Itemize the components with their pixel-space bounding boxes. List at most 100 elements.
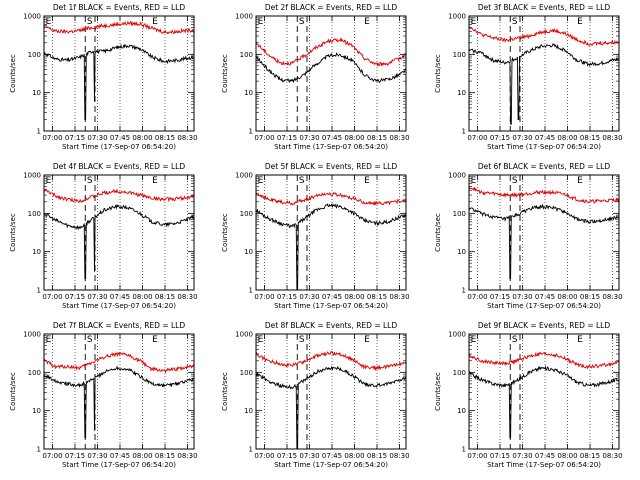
x-tick-label: 07:30 (299, 134, 319, 142)
y-tick-label: 1000 (235, 172, 253, 180)
x-tick-label: 07:00 (467, 452, 487, 460)
y-tick-label: 100 (28, 210, 41, 218)
marker-label-E: E (471, 176, 477, 186)
x-tick-label: 08:30 (389, 134, 409, 142)
x-tick-label: 08:15 (155, 293, 175, 301)
y-tick-label: 1 (462, 446, 466, 454)
series-line-lld (255, 37, 407, 67)
y-axis-label: Counts/sec (9, 213, 17, 252)
marker-label-E: E (577, 176, 583, 186)
x-tick-label: 08:00 (132, 452, 152, 460)
x-tick-label: 07:30 (299, 452, 319, 460)
x-tick-label: 08:15 (367, 134, 387, 142)
x-tick-label: 07:45 (535, 293, 555, 301)
series-line-lld (255, 351, 407, 372)
x-tick-label: 07:30 (87, 134, 107, 142)
x-tick-label: 07:45 (110, 452, 130, 460)
x-tick-label: 07:00 (467, 293, 487, 301)
x-tick-label: 07:00 (254, 452, 274, 460)
series-line-events (43, 43, 195, 120)
y-tick-label: 100 (28, 369, 41, 377)
series-line-lld (43, 351, 195, 374)
x-tick-label: 07:30 (512, 134, 532, 142)
x-tick-label: 07:00 (467, 134, 487, 142)
series-line-lld (468, 185, 620, 204)
marker-label-E: E (364, 335, 370, 345)
x-tick-label: 08:00 (132, 293, 152, 301)
x-tick-label: 08:15 (580, 293, 600, 301)
marker-label-E: E (46, 17, 52, 27)
marker-label-E: E (152, 335, 158, 345)
y-tick-label: 100 (240, 210, 253, 218)
panel-title: Det 9f BLACK = Events, RED = LLD (478, 321, 611, 330)
x-tick-label: 08:00 (557, 452, 577, 460)
x-tick-label: 07:15 (277, 134, 297, 142)
x-tick-label: 07:30 (87, 452, 107, 460)
plot-frame (468, 15, 620, 132)
x-tick-label: 07:45 (535, 452, 555, 460)
y-tick-label: 1 (37, 287, 41, 295)
y-axis-label: Counts/sec (221, 54, 229, 93)
y-tick-label: 10 (457, 89, 466, 97)
marker-label-S: S (299, 335, 305, 345)
marker-label-S: S (299, 17, 305, 27)
series-line-lld (255, 191, 407, 206)
y-tick-label: 1 (249, 446, 253, 454)
x-tick-label: 07:00 (254, 293, 274, 301)
marker-label-S: S (512, 176, 518, 186)
x-tick-label: 07:15 (490, 452, 510, 460)
x-axis-label: Start Time (17-Sep-07 06:54:20) (62, 143, 176, 151)
y-tick-label: 1 (249, 128, 253, 136)
x-tick-label: 08:00 (557, 134, 577, 142)
marker-label-E: E (258, 335, 264, 345)
y-tick-label: 1000 (235, 331, 253, 339)
x-axis-label: Start Time (17-Sep-07 06:54:20) (487, 143, 601, 151)
marker-label-E: E (471, 335, 477, 345)
y-tick-label: 1000 (448, 331, 466, 339)
x-tick-label: 07:45 (322, 293, 342, 301)
y-tick-label: 1 (462, 287, 466, 295)
x-tick-label: 08:00 (132, 134, 152, 142)
marker-label-E: E (152, 17, 158, 27)
plot-frame (468, 333, 620, 450)
x-tick-label: 08:15 (580, 452, 600, 460)
y-tick-label: 10 (457, 407, 466, 415)
x-tick-label: 07:15 (65, 134, 85, 142)
marker-label-S: S (512, 17, 518, 27)
y-tick-label: 10 (244, 407, 253, 415)
x-axis-label: Start Time (17-Sep-07 06:54:20) (274, 143, 388, 151)
plot-frame (468, 174, 620, 291)
y-tick-label: 1 (462, 128, 466, 136)
y-tick-label: 10 (32, 89, 41, 97)
x-tick-label: 07:00 (42, 134, 62, 142)
series-line-events (468, 364, 620, 438)
series-line-events (468, 203, 620, 279)
panel-title: Det 2f BLACK = Events, RED = LLD (265, 3, 398, 12)
panel-title: Det 1f BLACK = Events, RED = LLD (53, 3, 186, 12)
x-axis-label: Start Time (17-Sep-07 06:54:20) (274, 461, 388, 469)
x-tick-label: 08:15 (367, 293, 387, 301)
panel-title: Det 5f BLACK = Events, RED = LLD (265, 162, 398, 171)
y-axis-label: Counts/sec (9, 54, 17, 93)
marker-label-E: E (577, 335, 583, 345)
series-line-events (43, 365, 195, 438)
x-tick-label: 07:00 (42, 452, 62, 460)
panel-title: Det 4f BLACK = Events, RED = LLD (53, 162, 186, 171)
y-tick-label: 1 (37, 446, 41, 454)
y-tick-label: 100 (240, 369, 253, 377)
x-tick-label: 07:15 (490, 134, 510, 142)
x-tick-label: 07:30 (512, 293, 532, 301)
y-tick-label: 1000 (448, 13, 466, 21)
x-tick-label: 08:30 (177, 452, 197, 460)
y-tick-label: 100 (28, 51, 41, 59)
marker-label-S: S (87, 335, 93, 345)
x-tick-label: 08:00 (344, 134, 364, 142)
y-tick-label: 1000 (23, 13, 41, 21)
x-axis-label: Start Time (17-Sep-07 06:54:20) (62, 461, 176, 469)
